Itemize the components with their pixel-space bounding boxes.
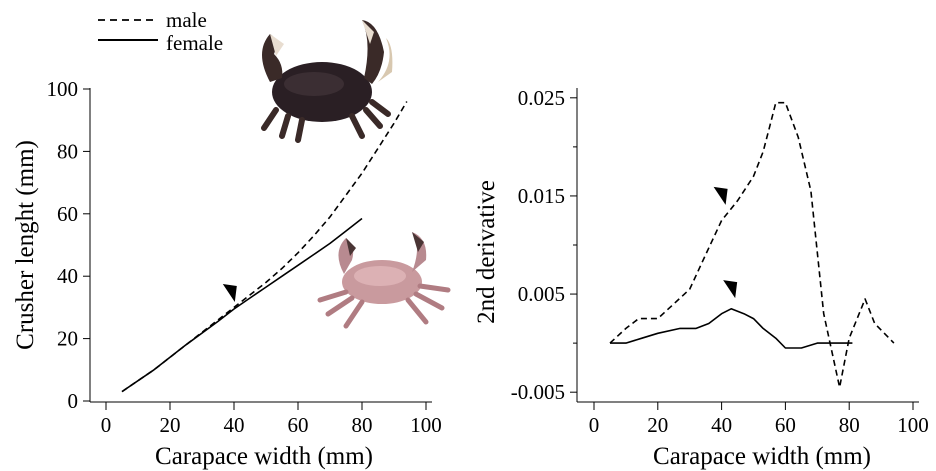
right-y-tick-label: 0.025 [518,86,565,110]
right-x-tick-label: 0 [589,413,600,437]
right-x-axis-label: Carapace width (mm) [653,443,871,470]
growth-change-arrowhead [713,186,728,205]
left-chart: Carapace width (mm) Crusher lenght (mm) … [12,20,451,470]
left-x-tick-label: 0 [101,413,112,437]
left-y-tick-label: 100 [47,77,79,101]
left-x-tick-label: 80 [352,413,373,437]
legend-label-male: male [166,8,207,32]
legend-label-female: female [166,31,223,55]
left-x-tick-label: 40 [224,413,245,437]
growth-change-arrowhead [222,284,237,303]
growth-change-arrowhead [723,280,738,299]
right-x-tick-label: 20 [647,413,668,437]
left-x-tick-label: 20 [160,413,181,437]
right-y-tick-label: -0.005 [511,380,565,404]
right-series-male [609,101,895,389]
left-x-tick-label: 100 [410,413,442,437]
female-crab-photo [317,232,451,329]
left-x-axis-label: Carapace width (mm) [155,443,373,470]
left-y-tick-label: 20 [57,327,78,351]
right-x-tick-label: 100 [897,413,929,437]
left-x-tick-label: 60 [288,413,309,437]
left-y-tick-label: 80 [57,139,78,163]
left-series-female [121,217,363,393]
left-series-male [121,101,408,393]
left-y-axis-label: Crusher lenght (mm) [12,140,39,350]
left-y-tick-label: 40 [57,264,78,288]
right-x-tick-label: 60 [775,413,796,437]
right-y-tick-label: 0.015 [518,184,565,208]
right-x-tick-label: 40 [711,413,732,437]
left-y-tick-label: 60 [57,202,78,226]
right-chart: Carapace width (mm) 2nd derivative 0 20 40… [473,86,929,470]
right-y-tick-label: 0.005 [518,282,565,306]
right-series-female [610,307,853,349]
right-x-tick-label: 80 [839,413,860,437]
left-y-tick-label: 0 [68,389,79,413]
right-y-axis-label: 2nd derivative [473,180,500,324]
male-crab-photo [261,20,393,143]
legend: male female [98,8,223,55]
